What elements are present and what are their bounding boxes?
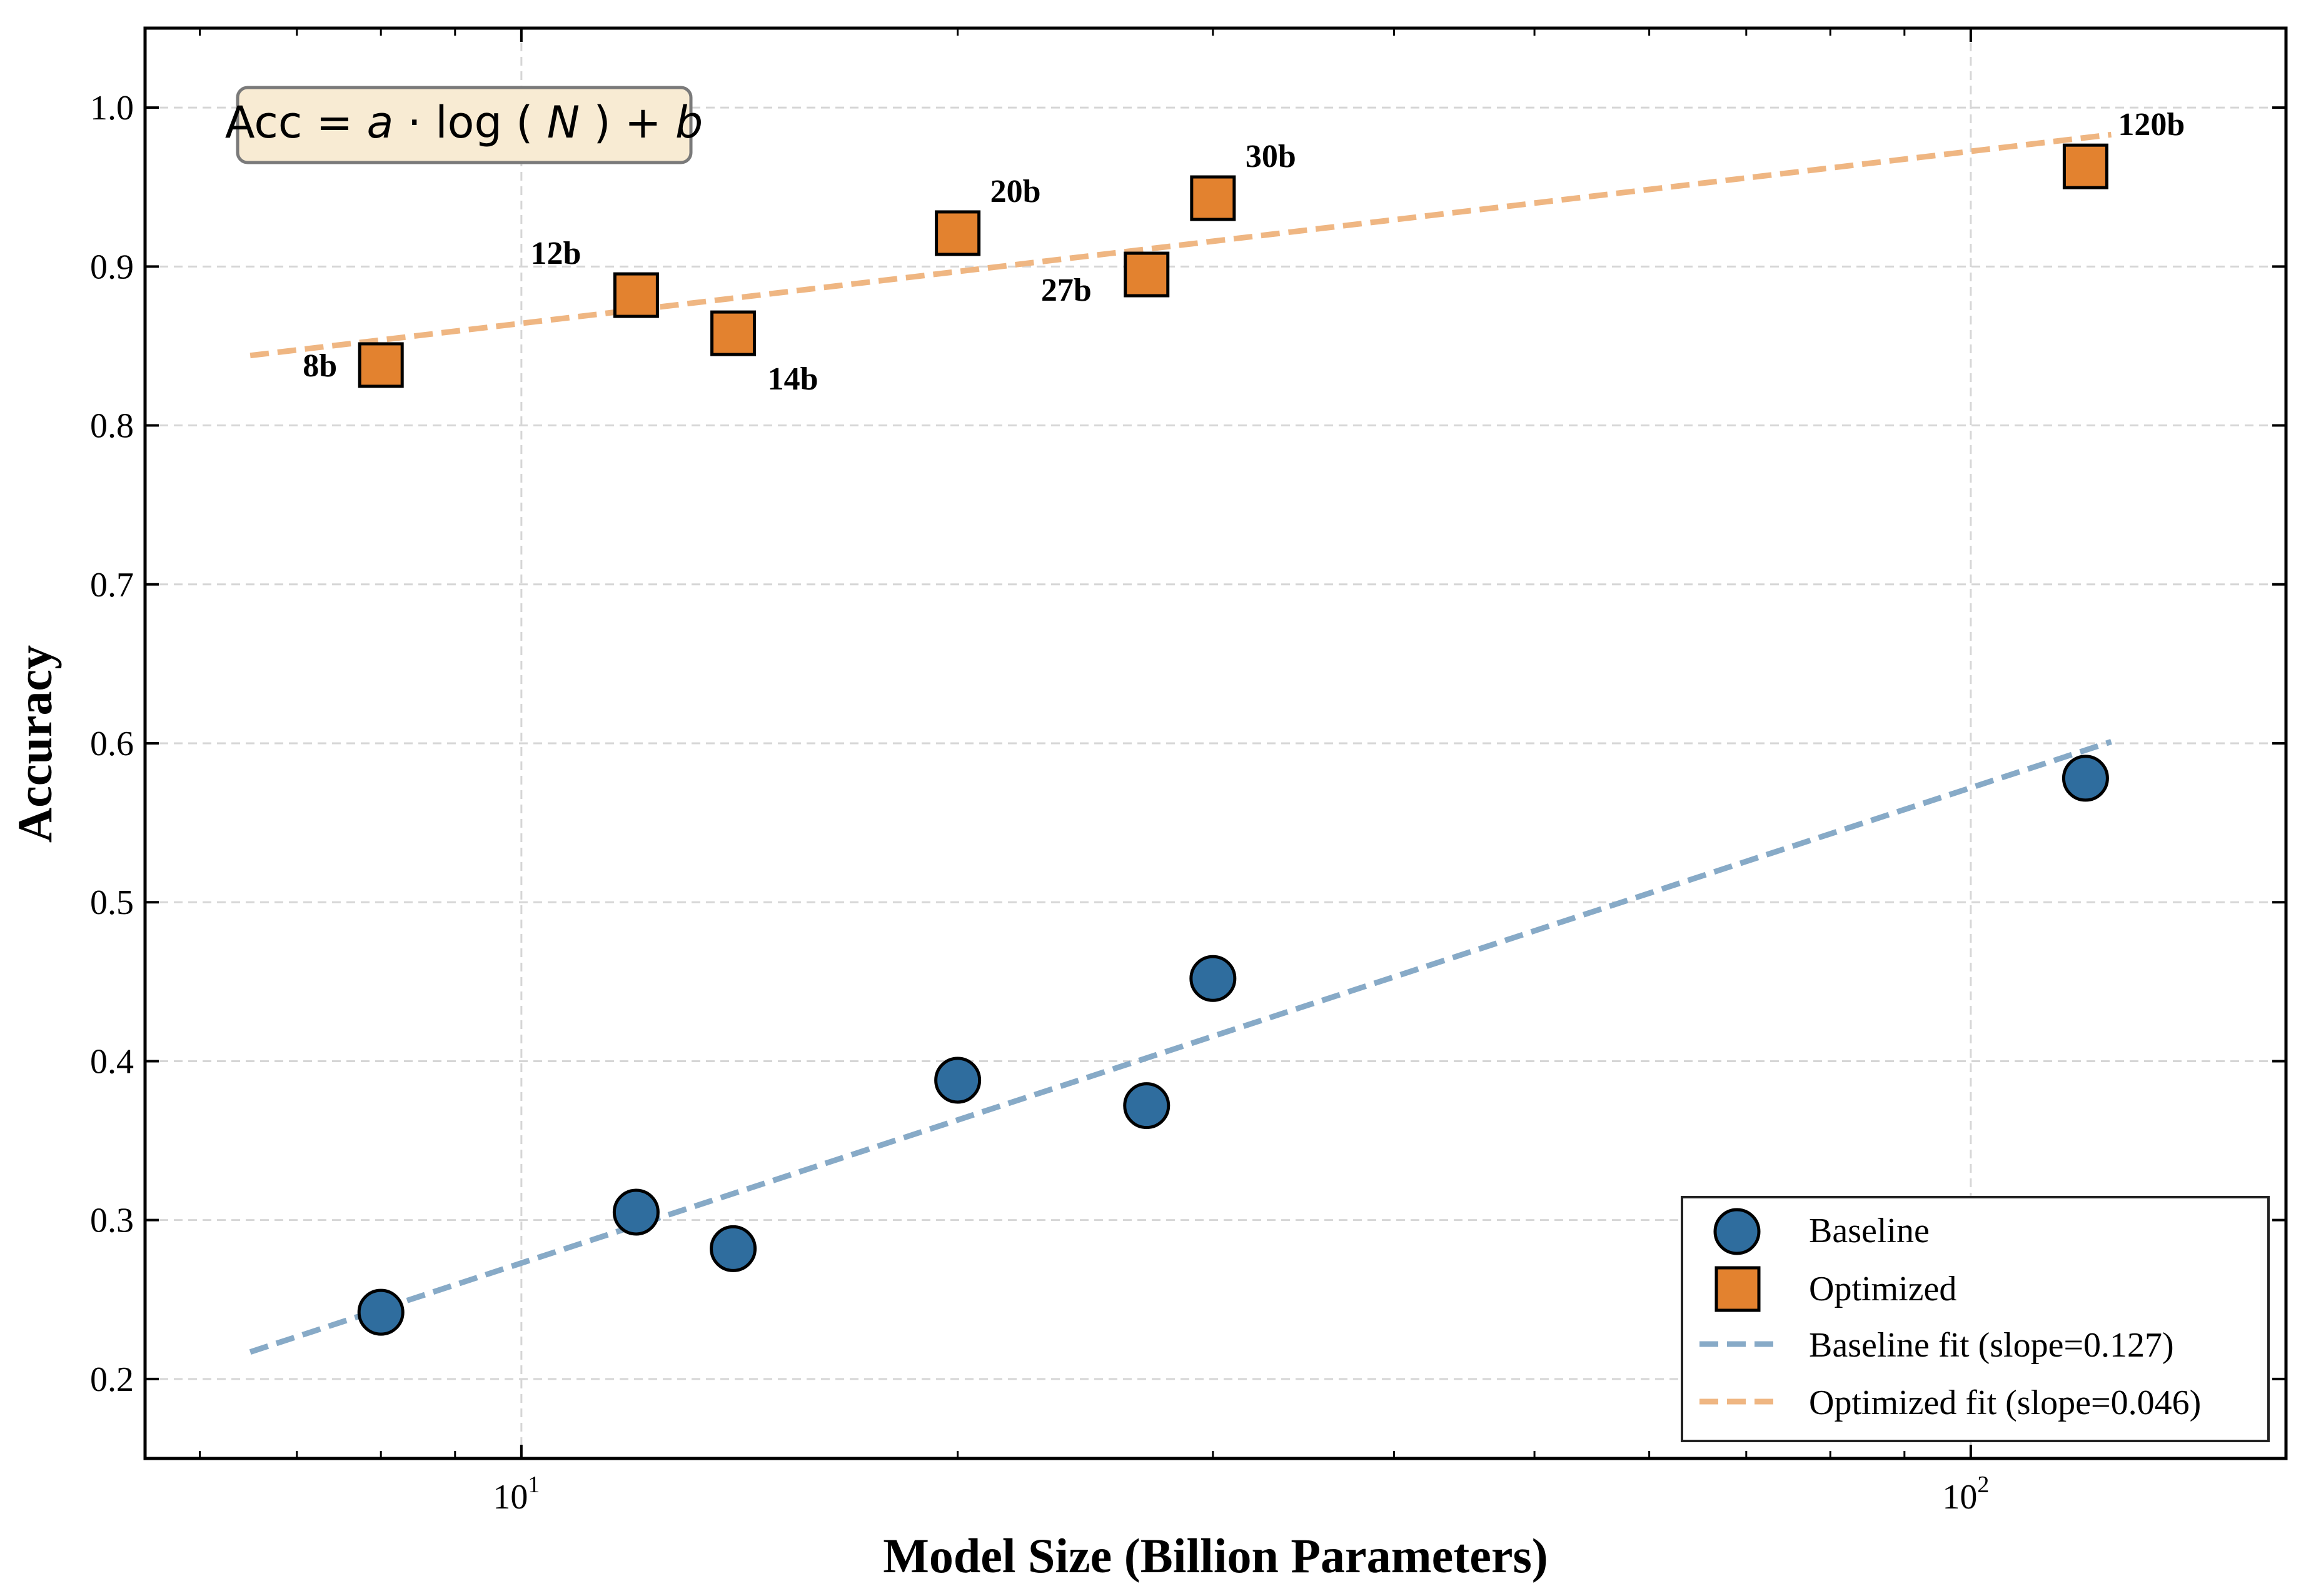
optimized-point <box>935 210 981 256</box>
baseline-point <box>1123 1082 1171 1130</box>
data-points <box>357 143 2109 1336</box>
optimized-point <box>613 272 659 318</box>
point-labels: 8b 12b 14b 20b 27b 30b 120b <box>303 107 2185 397</box>
y-tick-label: 0.5 <box>90 883 134 922</box>
formula-b: b <box>675 97 703 148</box>
x-tick-label-base: 10 <box>1942 1478 1977 1517</box>
baseline-point <box>934 1056 982 1104</box>
legend-optimized-label: Optimized <box>1809 1270 1956 1308</box>
formula-plus: + <box>625 97 675 148</box>
point-label: 30b <box>1246 139 1296 174</box>
optimized-fit-line <box>249 131 2112 359</box>
legend-baseline-marker <box>1713 1208 1761 1255</box>
y-tick-label: 0.2 <box>90 1360 134 1399</box>
point-label: 8b <box>303 348 337 384</box>
y-tick-label: 0.9 <box>90 248 134 286</box>
y-tick-label: 0.7 <box>90 566 134 605</box>
x-axis-title: Model Size (Billion Parameters) <box>883 1528 1548 1583</box>
optimized-point <box>1190 175 1236 221</box>
fit-lines <box>249 131 2112 1355</box>
formula-log: log <box>435 97 502 148</box>
legend-baseline-fit-label: Baseline fit (slope=0.127) <box>1809 1326 2174 1365</box>
point-label: 20b <box>990 174 1041 209</box>
baseline-point <box>1189 955 1237 1002</box>
legend-optimized-marker <box>1714 1266 1761 1312</box>
formula-n: N <box>547 97 580 148</box>
point-label: 120b <box>2118 107 2185 143</box>
baseline-point <box>357 1288 405 1336</box>
point-label: 14b <box>768 361 818 397</box>
y-axis-title: Accuracy <box>8 645 62 843</box>
point-label: 27b <box>1041 273 1092 308</box>
baseline-fit-line <box>249 739 2112 1355</box>
formula-equals: = <box>316 97 367 148</box>
y-tick-label: 1.0 <box>90 89 134 128</box>
formula-annotation: Acc = a · log ( N ) + b <box>225 86 703 164</box>
legend-baseline-label: Baseline <box>1809 1212 1930 1250</box>
x-tick-label-base: 10 <box>493 1478 528 1517</box>
legend-box <box>1681 1196 2270 1442</box>
optimized-point <box>2062 143 2108 189</box>
legend: Baseline Optimized Baseline fit (slope=0… <box>1681 1196 2270 1442</box>
y-tick-label: 0.4 <box>90 1042 134 1081</box>
baseline-point <box>710 1225 757 1272</box>
y-tick-label: 0.8 <box>90 407 134 446</box>
legend-optimized-fit-label: Optimized fit (slope=0.046) <box>1809 1383 2201 1422</box>
x-tick-label-exponent: 2 <box>1977 1472 1989 1498</box>
formula-paren-open: ( <box>516 97 533 148</box>
optimized-point <box>1124 251 1170 298</box>
svg-text:Acc = a ·: Acc = a · log ( N ) + b <box>225 97 703 148</box>
y-tick-label: 0.3 <box>90 1202 134 1240</box>
formula-box <box>236 86 693 164</box>
formula-a: a <box>367 97 394 148</box>
baseline-point <box>612 1188 660 1236</box>
formula-acc: Acc <box>225 97 303 148</box>
point-label: 12b <box>530 236 581 271</box>
x-tick-label: 101 <box>493 1472 540 1517</box>
baseline-point <box>2062 755 2109 802</box>
optimized-point <box>358 342 404 388</box>
x-tick-label-exponent: 1 <box>528 1472 540 1498</box>
y-tick-label: 0.6 <box>90 725 134 763</box>
optimized-point <box>710 310 757 356</box>
x-tick-label: 102 <box>1942 1472 1989 1517</box>
formula-dot: · <box>408 97 436 148</box>
formula-paren-close: ) <box>593 97 610 148</box>
